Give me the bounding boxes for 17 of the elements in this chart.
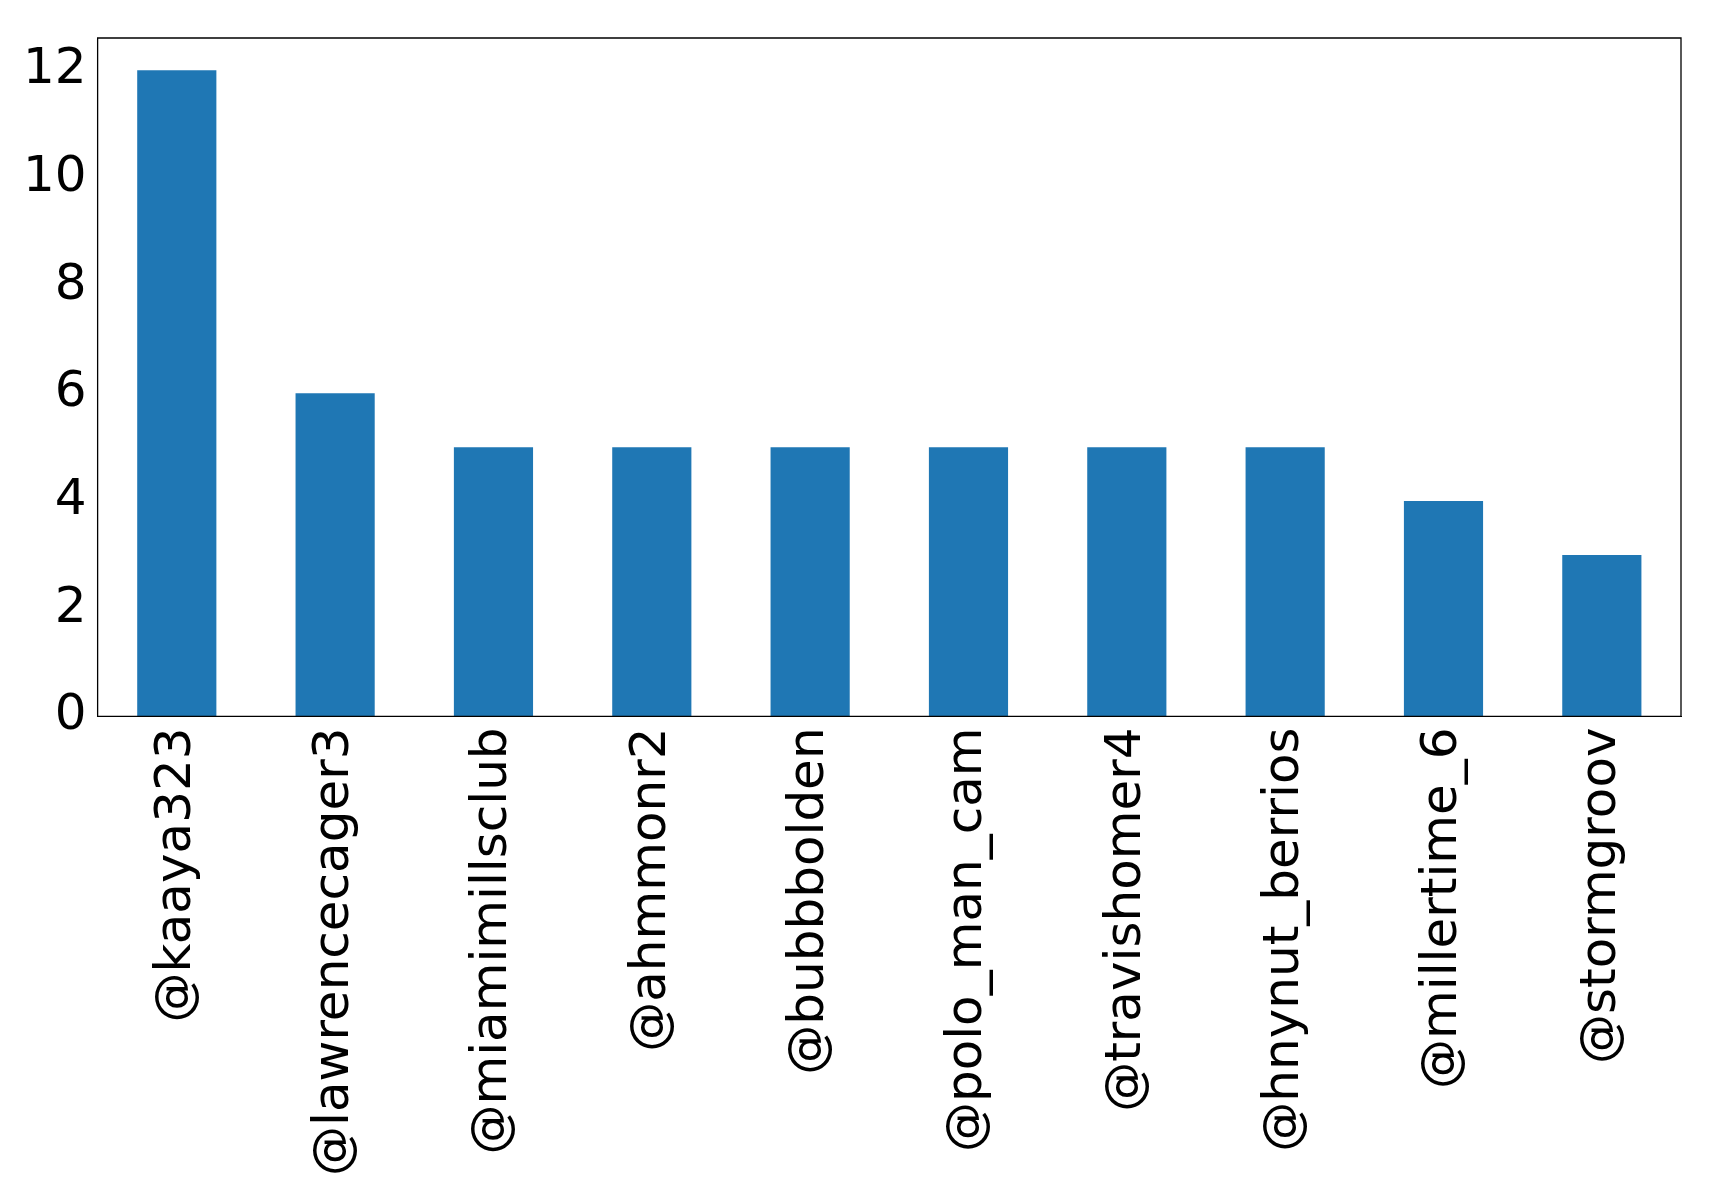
x-tick-label: @travishomer4: [1093, 727, 1152, 1112]
x-tick-label: @lawrencecager3: [302, 727, 361, 1177]
y-tick-label: 0: [54, 683, 87, 742]
y-tick-label: 10: [23, 144, 87, 203]
y-tick-label: 2: [54, 575, 87, 634]
y-tick-label: 12: [23, 37, 87, 96]
x-tick-label: @hnynut_berrios: [1252, 727, 1311, 1152]
y-tick-label: 8: [54, 252, 87, 311]
x-tick-label: @millertime_6: [1410, 727, 1469, 1089]
y-tick-label: 6: [54, 360, 87, 419]
y-tick-label: 4: [54, 468, 87, 527]
x-tick-label: @kaaya323: [143, 727, 202, 1023]
x-tick-label: @stormgroov: [1568, 727, 1627, 1065]
x-tick-label: @ahmmonr2: [618, 727, 677, 1052]
x-tick-label: @polo_man_cam: [935, 727, 994, 1153]
x-tick-label: @miamimillsclub: [460, 727, 519, 1155]
x-tick-label: @bubbbolden: [777, 727, 836, 1075]
